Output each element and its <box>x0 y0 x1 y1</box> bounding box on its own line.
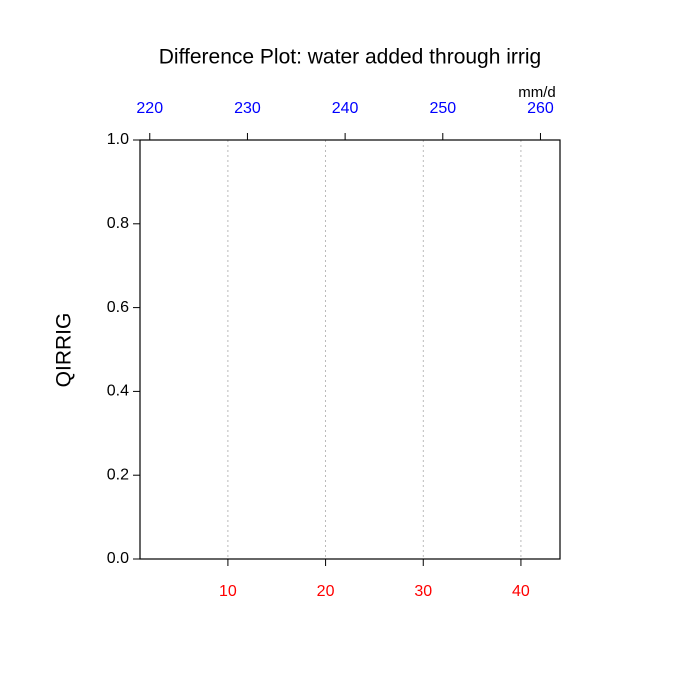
top-axis-unit: mm/d <box>518 84 556 101</box>
x-tick-label: 40 <box>512 583 530 600</box>
plot-frame <box>139 139 561 560</box>
x2-tick-label: 230 <box>234 100 261 117</box>
x-tick-label: 20 <box>317 583 335 600</box>
x2-tick-label: 260 <box>527 100 554 117</box>
y-tick-label: 1.0 <box>107 131 129 148</box>
y-tick-label: 0.2 <box>107 466 129 483</box>
y-tick-label: 0.8 <box>107 215 129 232</box>
x-tick-label: 30 <box>414 583 432 600</box>
y-tick-label: 0.6 <box>107 299 129 316</box>
y-tick-label: 0.4 <box>107 383 129 400</box>
x2-tick-label: 240 <box>332 100 359 117</box>
chart-title: Difference Plot: water added through irr… <box>159 46 542 69</box>
y-axis-label: QIRRIG <box>53 313 76 388</box>
y-tick-label: 0.0 <box>107 550 129 567</box>
x2-tick-label: 220 <box>136 100 163 117</box>
x-tick-label: 10 <box>219 583 237 600</box>
x2-tick-label: 250 <box>429 100 456 117</box>
